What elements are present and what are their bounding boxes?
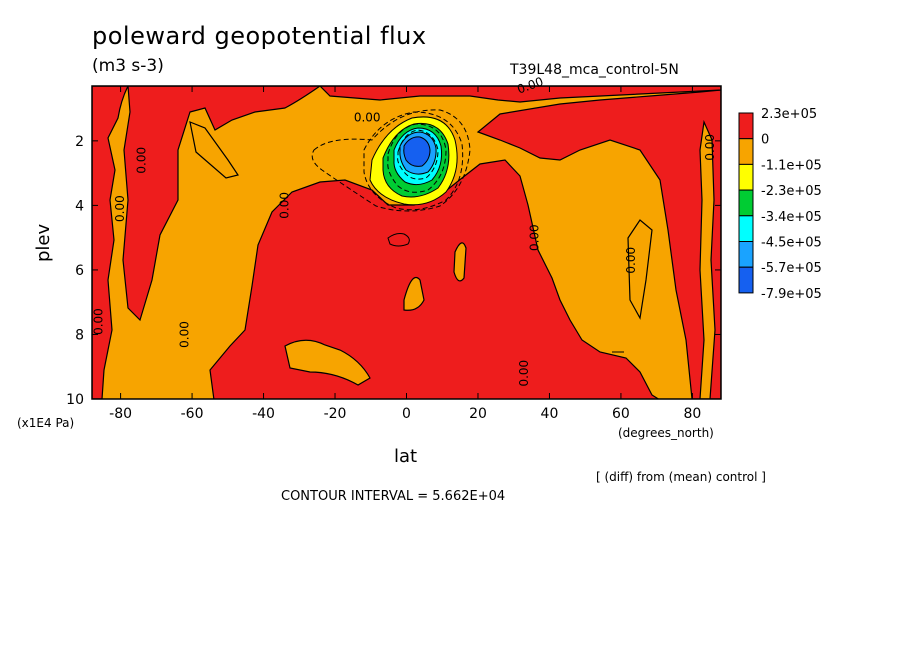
y-tick-label: 8 (75, 327, 84, 343)
contour-label: 0.00 (113, 195, 127, 222)
region-red-upper-left-pocket (189, 121, 239, 179)
x-tick-label: 60 (612, 406, 630, 422)
contour-label: 0.00 (135, 147, 149, 174)
region-red-center (209, 159, 660, 399)
colorbar-label: -5.7e+05 (761, 261, 822, 276)
colorbar: 2.3e+05 0 -1.1e+05 -2.3e+05 -3.4e+05 -4.5e+05… (738, 107, 822, 302)
contour-label: 0.00 (177, 321, 191, 348)
region-orange-center-pocket (284, 339, 371, 386)
colorbar-label: -7.9e+05 (761, 287, 822, 302)
colorbar-label: -1.1e+05 (761, 158, 822, 173)
chart-title: poleward geopotential flux (92, 22, 427, 50)
y-tick-label: 4 (75, 198, 84, 214)
region-orange-center-finger (403, 276, 425, 311)
colorbar-swatch (738, 163, 754, 191)
small-red-blob (387, 233, 410, 247)
colorbar-label: -4.5e+05 (761, 236, 822, 251)
region-orange-finger-2 (453, 242, 467, 282)
dashed-contour-4 (397, 129, 439, 180)
run-label: T39L48_mca_control-5N (510, 62, 679, 78)
region-orange-right-finger (627, 219, 653, 320)
colorbar-swatch (738, 266, 754, 294)
contour-label: 0.00 (354, 110, 381, 124)
x-axis-unit: (degrees_north) (618, 426, 714, 440)
contour-interval: CONTOUR INTERVAL = 5.662E+04 (281, 489, 506, 504)
x-tick-label: -20 (324, 406, 347, 422)
band-deep-blue (403, 136, 431, 167)
region-red-upper-left (122, 86, 322, 322)
y-axis: 2 4 6 8 10 (66, 134, 721, 408)
x-tick-label: 0 (402, 406, 411, 422)
x-tick-label: -80 (109, 406, 132, 422)
contour-label: 0.00 (92, 308, 106, 335)
contour-label: 0.00 (624, 247, 638, 274)
contour-field (92, 86, 721, 399)
y-tick-label: 6 (75, 263, 84, 279)
x-tick-label: 40 (541, 406, 559, 422)
colorbar-label: 2.3e+05 (761, 107, 817, 122)
contour-label: 0.00 (278, 192, 292, 219)
region-red-left-edge (92, 86, 129, 399)
x-tick-label: 20 (469, 406, 487, 422)
y-tick-label: 2 (75, 134, 84, 150)
contour-label: 0.00 (517, 360, 531, 387)
colorbar-swatch (738, 138, 754, 165)
contour-label: 0.00 (528, 224, 542, 251)
x-tick-label: -40 (252, 406, 275, 422)
region-orange-right-edge (699, 119, 716, 399)
region-red-upper-right (476, 89, 721, 399)
dashed-contour-1 (311, 109, 471, 212)
contour-labels: 0.00 0.00 0.00 0.00 0.00 0.00 0.00 0.00 0.00 0.00… (92, 74, 717, 386)
x-axis: -80 -60 -40 -20 0 20 40 60 80 (109, 86, 701, 422)
colorbar-swatch (738, 215, 754, 243)
y-axis-unit: (x1E4 Pa) (17, 416, 75, 430)
diff-note: [ (diff) from (mean) control ] (596, 470, 766, 484)
y-tick-label: 10 (66, 392, 84, 408)
colorbar-swatch (738, 189, 754, 217)
colorbar-label: 0 (761, 133, 769, 148)
chart-units: (m3 s-3) (92, 56, 164, 76)
colorbar-swatch (738, 112, 754, 140)
colorbar-label: -2.3e+05 (761, 184, 822, 199)
x-tick-label: 80 (683, 406, 701, 422)
contour-label: 0.00 (703, 134, 717, 161)
x-axis-label: lat (394, 446, 418, 467)
colorbar-swatch (738, 241, 754, 268)
colorbar-label: -3.4e+05 (761, 210, 822, 225)
x-tick-label: -60 (181, 406, 204, 422)
dashed-contour-3 (387, 123, 447, 193)
dashed-contour-2 (363, 111, 464, 211)
